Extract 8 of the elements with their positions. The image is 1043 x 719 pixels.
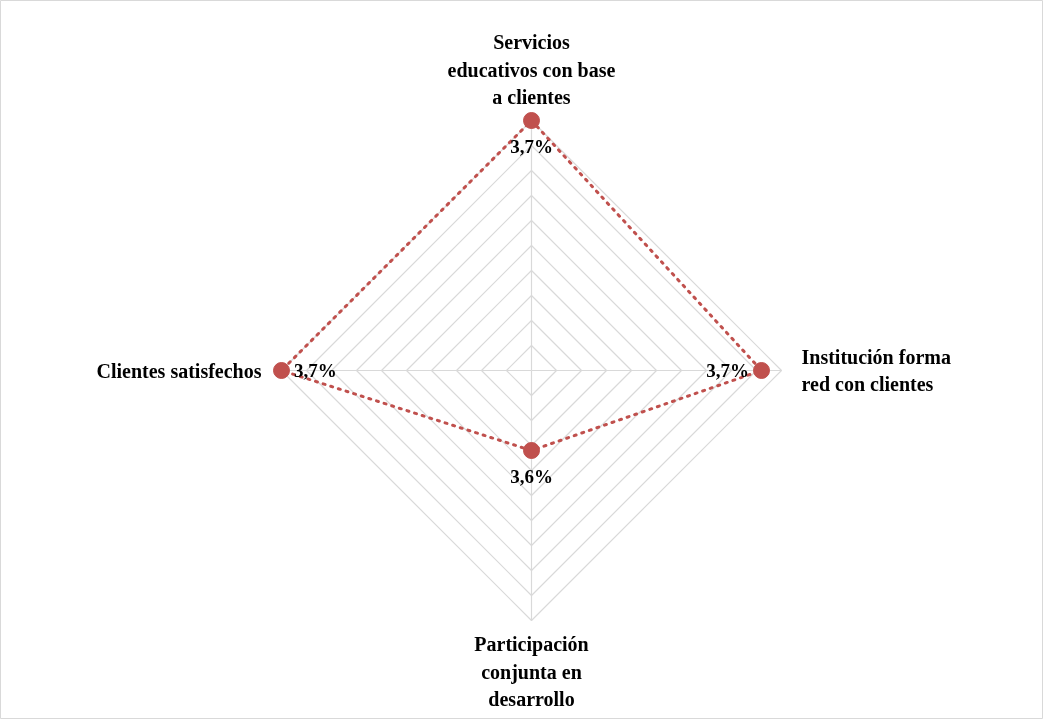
text: 3,6% [510, 465, 553, 487]
spoke-label: Clientes satisfechos [96, 359, 262, 382]
spoke-label: Participación conjunta en desarrollo [474, 633, 589, 710]
text: 3,7% [294, 360, 337, 381]
spoke-label: Servicios educativos con base a clientes [447, 31, 616, 108]
text: 3,7% [510, 135, 553, 157]
text: 3,7% [706, 360, 749, 381]
spoke-label: Institución forma red con clientes [801, 345, 951, 396]
